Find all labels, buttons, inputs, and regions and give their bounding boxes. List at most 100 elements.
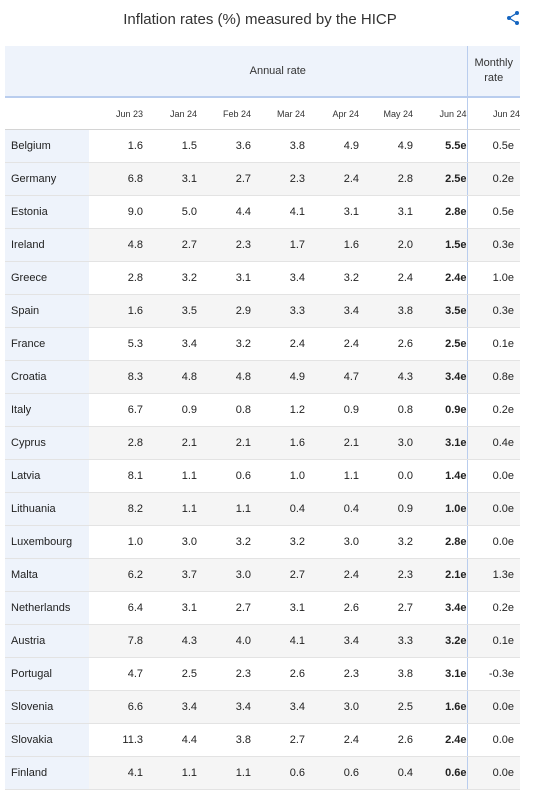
annual-rate-cell: 3.1 xyxy=(197,262,251,295)
share-icon[interactable] xyxy=(503,9,523,27)
annual-rate-cell: 2.6 xyxy=(305,592,359,625)
annual-rate-cell: 9.0 xyxy=(89,196,143,229)
table-row: Slovenia 6.6 3.4 3.4 3.4 3.0 2.5 1.6e 0.0e xyxy=(5,691,520,724)
annual-rate-cell: 1.6 xyxy=(89,130,143,163)
annual-rate-cell: 2.4e xyxy=(413,724,467,757)
annual-rate-cell: 3.7 xyxy=(143,559,197,592)
annual-rate-cell: 2.4 xyxy=(305,328,359,361)
annual-rate-cell: 1.5e xyxy=(413,229,467,262)
table-row: Slovakia 11.3 4.4 3.8 2.7 2.4 2.6 2.4e 0.0e xyxy=(5,724,520,757)
table-row: Austria 7.8 4.3 4.0 4.1 3.4 3.3 3.2e 0.1e xyxy=(5,625,520,658)
annual-rate-cell: 2.3 xyxy=(251,163,305,196)
annual-rate-cell: 3.4 xyxy=(197,691,251,724)
annual-rate-cell: 6.6 xyxy=(89,691,143,724)
table-row: Netherlands 6.4 3.1 2.7 3.1 2.6 2.7 3.4e 0.2e xyxy=(5,592,520,625)
annual-rate-cell: 2.7 xyxy=(251,559,305,592)
table-row: Latvia 8.1 1.1 0.6 1.0 1.1 0.0 1.4e 0.0e xyxy=(5,460,520,493)
monthly-rate-cell: 0.2e xyxy=(467,394,520,427)
annual-rate-cell: 2.5e xyxy=(413,163,467,196)
annual-rate-cell: 3.1 xyxy=(143,163,197,196)
monthly-rate-cell: 0.0e xyxy=(467,460,520,493)
annual-rate-cell: 0.9 xyxy=(305,394,359,427)
header-annual-rate: Annual rate xyxy=(89,46,467,97)
country-name: Finland xyxy=(5,757,89,790)
header-row-groups: Annual rate Monthly rate xyxy=(5,46,520,97)
annual-rate-cell: 3.1 xyxy=(143,592,197,625)
annual-rate-cell: 1.6 xyxy=(89,295,143,328)
annual-rate-cell: 8.2 xyxy=(89,493,143,526)
annual-rate-cell: 6.2 xyxy=(89,559,143,592)
annual-rate-cell: 1.1 xyxy=(197,757,251,790)
column-header: Jan 24 xyxy=(143,97,197,130)
country-name: Malta xyxy=(5,559,89,592)
annual-rate-cell: 4.9 xyxy=(305,130,359,163)
table-row: Germany 6.8 3.1 2.7 2.3 2.4 2.8 2.5e 0.2e xyxy=(5,163,520,196)
country-name: Greece xyxy=(5,262,89,295)
annual-rate-cell: 2.8e xyxy=(413,196,467,229)
annual-rate-cell: 3.2 xyxy=(143,262,197,295)
monthly-rate-cell: 0.5e xyxy=(467,196,520,229)
annual-rate-cell: 2.3 xyxy=(359,559,413,592)
monthly-rate-cell: 0.8e xyxy=(467,361,520,394)
annual-rate-cell: 3.3 xyxy=(359,625,413,658)
annual-rate-cell: 2.4 xyxy=(251,328,305,361)
country-name: Austria xyxy=(5,625,89,658)
annual-rate-cell: 3.2 xyxy=(305,262,359,295)
annual-rate-cell: 1.1 xyxy=(305,460,359,493)
table-row: Estonia 9.0 5.0 4.4 4.1 3.1 3.1 2.8e 0.5e xyxy=(5,196,520,229)
annual-rate-cell: 0.6e xyxy=(413,757,467,790)
country-name: Germany xyxy=(5,163,89,196)
annual-rate-cell: 2.1 xyxy=(143,427,197,460)
table-row: Lithuania 8.2 1.1 1.1 0.4 0.4 0.9 1.0e 0.0e xyxy=(5,493,520,526)
column-header: May 24 xyxy=(359,97,413,130)
annual-rate-cell: 2.7 xyxy=(251,724,305,757)
country-name: Slovenia xyxy=(5,691,89,724)
monthly-rate-cell: -0.3e xyxy=(467,658,520,691)
country-name: Luxembourg xyxy=(5,526,89,559)
column-header: Jun 23 xyxy=(89,97,143,130)
header-row-periods: Jun 23 Jan 24 Feb 24 Mar 24 Apr 24 May 2… xyxy=(5,97,520,130)
annual-rate-cell: 6.8 xyxy=(89,163,143,196)
annual-rate-cell: 3.4 xyxy=(251,262,305,295)
annual-rate-cell: 2.3 xyxy=(197,229,251,262)
annual-rate-cell: 3.4 xyxy=(305,625,359,658)
annual-rate-cell: 2.5 xyxy=(359,691,413,724)
annual-rate-cell: 8.3 xyxy=(89,361,143,394)
annual-rate-cell: 6.7 xyxy=(89,394,143,427)
annual-rate-cell: 3.4 xyxy=(143,691,197,724)
country-name: Italy xyxy=(5,394,89,427)
annual-rate-cell: 4.4 xyxy=(143,724,197,757)
annual-rate-cell: 4.1 xyxy=(251,625,305,658)
annual-rate-cell: 2.1 xyxy=(197,427,251,460)
annual-rate-cell: 4.8 xyxy=(197,361,251,394)
annual-rate-cell: 8.1 xyxy=(89,460,143,493)
monthly-rate-cell: 0.3e xyxy=(467,295,520,328)
annual-rate-cell: 2.8 xyxy=(359,163,413,196)
table-body: Belgium 1.6 1.5 3.6 3.8 4.9 4.9 5.5e 0.5e Germany… xyxy=(5,130,520,790)
annual-rate-cell: 3.1 xyxy=(251,592,305,625)
annual-rate-cell: 1.2 xyxy=(251,394,305,427)
page-title: Inflation rates (%) measured by the HICP xyxy=(0,11,520,28)
annual-rate-cell: 7.8 xyxy=(89,625,143,658)
country-name: Slovakia xyxy=(5,724,89,757)
annual-rate-cell: 2.6 xyxy=(251,658,305,691)
monthly-rate-cell: 0.1e xyxy=(467,625,520,658)
annual-rate-cell: 1.5 xyxy=(143,130,197,163)
annual-rate-cell: 1.1 xyxy=(143,460,197,493)
annual-rate-cell: 3.1e xyxy=(413,658,467,691)
annual-rate-cell: 11.3 xyxy=(89,724,143,757)
annual-rate-cell: 2.9 xyxy=(197,295,251,328)
annual-rate-cell: 3.3 xyxy=(251,295,305,328)
annual-rate-cell: 1.6 xyxy=(251,427,305,460)
annual-rate-cell: 3.0 xyxy=(359,427,413,460)
annual-rate-cell: 0.8 xyxy=(359,394,413,427)
annual-rate-cell: 0.6 xyxy=(197,460,251,493)
table-row: Luxembourg 1.0 3.0 3.2 3.2 3.0 3.2 2.8e 0.0e xyxy=(5,526,520,559)
annual-rate-cell: 4.1 xyxy=(251,196,305,229)
country-name: Croatia xyxy=(5,361,89,394)
annual-rate-cell: 4.8 xyxy=(89,229,143,262)
country-name: Cyprus xyxy=(5,427,89,460)
annual-rate-cell: 0.0 xyxy=(359,460,413,493)
annual-rate-cell: 2.4 xyxy=(305,724,359,757)
annual-rate-cell: 1.6 xyxy=(305,229,359,262)
